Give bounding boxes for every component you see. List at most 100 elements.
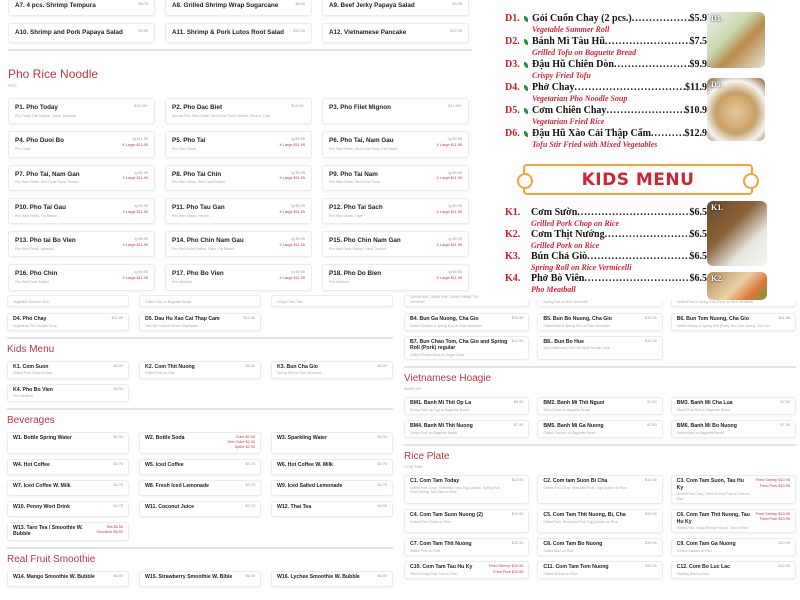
menu-card[interactable]: A11. Shrimp & Pork Lutos Root Salad $12.9… [165,23,312,43]
menu-card[interactable]: BM4. Banh Mi Thit Nuong Grilled Pork on B… [404,420,530,439]
menu-card[interactable]: P18. Pho Do Bien Pho Seafood lg $9.95 X Lar… [322,264,469,291]
menu-card[interactable]: P8. Pho Tai Chin Pho Rare Steak, Well Don… [165,164,312,191]
menu-card[interactable]: P14. Pho Chin Nam Gau Pho Well Done Brisk… [165,231,312,258]
menu-card[interactable]: Grilled Tofu on Baguette Bread [139,295,261,307]
menu-card[interactable]: W16. Lychee Smoothie W. Bubble $6.50 [271,570,393,587]
item-price: X Large $11.95 [279,176,305,181]
item-prices: $12.95 [641,339,657,357]
menu-card[interactable]: W10. Penny Wort Drink $4.75 [7,500,129,517]
menu-card[interactable]: C6. Com Tam Thit Nuong, Tau Hu Ky Grilled… [670,509,796,534]
menu-card[interactable]: W6. Hot Coffee W. Milk $4.75 [271,458,393,475]
menu-card[interactable]: P1. Pho Today Pho Today Filet Mignon, Ste… [8,98,155,125]
menu-card[interactable]: C11. Com Tam Tom Nuong Grilled Shrimp on … [537,561,663,580]
item-price: $6.50 [113,573,123,578]
card-text: BM1. Banh Mi Thit Op La Sunny Side Up Egg… [410,400,510,412]
menu-card[interactable]: C8. Com Tam Bo Nuong Grilled Beef on Rice… [537,538,663,557]
menu-card[interactable]: W9. Iced Salted Lemonade $4.75 [271,479,393,496]
menu-card[interactable]: C7. Com Tam Thit Nuong Grilled Pork on Ri… [404,538,530,557]
menu-card[interactable]: C9. Com Tam Ga Nuong Grilled Chicken on R… [670,538,796,557]
menu-card[interactable]: P9. Pho Tai Nam Pho Rare Steak, Well Done… [322,164,469,191]
menu-card[interactable]: C1. Com Tam Today Grilled Pork Chop, Shre… [404,475,530,505]
item-price: $12.95 [243,316,255,320]
menu-card[interactable]: C4. Com Tam Suon Nuong (2) Grilled Pork C… [404,509,530,534]
item-description: Pho Oxtail [15,147,31,152]
menu-card[interactable]: P2. Pho Dac Biet Special Pho, Rare Steak,… [165,98,312,125]
menu-card[interactable]: C2. Com tam Suon Bi Cha Grilled Pork Chop… [537,475,663,505]
menu-card[interactable]: W11. Coconut Juice $4.75 [139,500,261,517]
menu-card[interactable]: P16. Pho Chin Pho Well Done Brisket lg $9.… [8,264,155,291]
menu-card[interactable]: B7. Bun Chao Tom, Cha Gio and Spring Rol… [404,335,530,361]
menu-card[interactable]: K1. Com Suon Grilled Pork Chop on Rice $6.… [7,360,129,379]
menu-card[interactable]: BM5. Banh Mi Ga Nuong Grilled Chicken on … [537,420,663,439]
menu-card[interactable]: B8.. Bun Bo Hue Spicy Beef and Pork Hue S… [537,335,663,361]
menu-card[interactable]: B5. Bun Bo Nuong, Cha Gio Grilled Beef & … [537,313,663,331]
card-text: P8. Pho Tai Chin Pho Rare Steak, Well Don… [172,171,275,185]
menu-card[interactable]: P6. Pho Tai, Nam Gau Pho Rare Steak, Well… [322,131,469,158]
item-prices: $7.50 [510,423,524,435]
menu-card[interactable]: W3. Sparkling Water $3.00 [271,431,393,454]
item-name: P4. Pho Duoi Bo [15,137,64,145]
menu-card[interactable]: W1. Bottle Spring Water $1.50 [7,431,129,454]
menu-card[interactable]: A9. Beef Jerky Papaya Salad $9.95 [322,0,469,16]
menu-card[interactable]: D5. Dau Hu Xao Cai Thap Cam Tofu Stir Fri… [139,313,261,331]
menu-card[interactable]: Vegetable Summer Roll [7,295,129,307]
item-name: W16. Lychee Smoothie W. Bubble [277,573,360,580]
menu-card[interactable]: P15. Pho Chin Nam Gan Pho Well Done Brisk… [322,231,469,258]
item-prices: lg $9.95 X Large $11.95 [432,270,462,284]
menu-card[interactable]: P13. Pho tai Bo Vien Pho Rare Steak, Meat… [8,231,155,258]
item-price: $6.50 [377,363,387,368]
menu-card[interactable]: BM6. Banh Mi Bo Nuong Grilled Beef on Bag… [670,420,796,439]
menu-card[interactable]: P11. Pho Tau Gan Pho Rare Steak, Tendon lg… [165,197,312,225]
menu-card[interactable]: B4. Bun Ga Nuong, Cha Gio Grilled Chicken… [404,313,530,331]
menu-card[interactable]: C10. Com Tam Tau Hu Ky Fried Shrimp Pork … [404,561,530,580]
menu-card[interactable]: W7. Iced Coffee W. Milk $4.75 [7,479,129,496]
item-prices: $10.95 [508,541,524,553]
menu-card[interactable]: P5. Pho Tai Pho Rare Steak lg $9.95 X Large… [165,131,312,158]
menu-card[interactable]: K4. Pho Bo Vien Pho Meatball $6.50 [7,383,129,402]
item-price: $12.95 [684,128,713,139]
menu-card[interactable]: W12. Thai Tea $4.95 [271,500,393,517]
menu-card[interactable]: C3. Com Tam Suon, Tau Hu Ky Grilled Pork … [670,475,796,505]
menu-card[interactable]: W14. Mango Smoothie W. Bubble $6.50 [7,570,129,587]
item-price: lg $9.95 [448,237,462,242]
menu-card[interactable]: K3. Bun Cha Gio Spring Roll on Rice Vermi… [271,360,393,379]
menu-card[interactable]: W8. Fresh Iced Lemonade $4.75 [139,479,261,496]
menu-card[interactable]: BM3. Banh Mi Cha Lua Sliced Pork Roll on … [670,397,796,416]
menu-card[interactable]: P3. Pho Filet Mignon $13.95+ [322,98,469,125]
menu-card[interactable]: P12. Pho Tai Sach Pho Rare Steak, Tripe lg… [322,197,469,225]
menu-card[interactable]: C12. Com Bo Luc Lac Shaking Beef on Rice $… [670,561,796,580]
item-name: K2. Com Thit Nuong [145,363,195,370]
item-name: Đậu Hũ Chiên Dòn [532,59,614,70]
menu-card[interactable]: W15. Strawberry Smoothie W. Bible $6.50 [139,570,261,587]
vegetarian-leaf-icon [524,16,528,22]
menu-card[interactable]: BM2. Banh Mi Thit Nguoi Sliced Meat on Ba… [537,397,663,416]
item-prices: lg $9.95 X Large $11.95 [275,237,305,251]
menu-card[interactable]: D4. Pho Chay Vegetarian Pho Noodle Soup $1… [7,313,129,331]
menu-card[interactable]: A12. Vietnamese Pancake $12.95 [322,23,469,43]
menu-card[interactable]: W13. Taro Tea / Smoothie W. Bubble Tea $6… [7,521,129,541]
menu-card[interactable]: A10. Shrimp and Pork Papaya Salad $9.95 [8,23,155,43]
card-text: C12. Com Bo Luc Lac Shaking Beef on Rice [677,564,775,576]
item-price: $4.75 [113,482,123,487]
menu-card[interactable]: BM1. Banh Mi Thit Op La Sunny Side Up Egg… [404,397,530,416]
menu-card[interactable]: B6. Bun Tom Nuong, Cha Gio Grilled Shrimp… [670,313,796,331]
food-photo: K2. [707,272,767,300]
menu-card[interactable]: W2. Bottle Soda Coke $2.00 Diet Coke $2.00… [139,431,261,454]
item-price: Fried Shrimp $10.95 [488,564,524,569]
item-description: Grilled Shrimp on Rice [543,571,578,576]
menu-card[interactable]: P7. Pho Tai, Nam Gan Pho Rare Steak, Well… [8,164,155,191]
card-text: P2. Pho Dac Biet Special Pho, Rare Steak,… [172,104,287,118]
menu-card[interactable]: W4. Hot Coffee $3.75 [7,458,129,475]
menu-card[interactable]: Crispy Fried Tofu [271,295,393,307]
menu-card[interactable]: P17. Pho Bo Vien Pho Meatball lg $9.95 X La… [165,264,312,291]
item-code: D2. [505,36,520,47]
menu-card[interactable]: P4. Pho Duoi Bo Pho Oxtail lg $11.95 X Larg… [8,131,155,158]
menu-card[interactable]: W5. Iced Coffee $3.75 [139,458,261,475]
item-prices: $6.50 [373,364,387,376]
menu-card[interactable]: P10. Pho Tai Gau Pho Rare Steak, Fat Bris… [8,197,155,225]
menu-card[interactable]: A7. 4 pcs. Shrimp Tempura $8.75 [8,0,155,16]
menu-card[interactable]: A8. Grilled Shrimp Wrap Sugarcane $8.95 [165,0,312,16]
item-description: Sliced Meat on Baguette Bread [543,407,591,412]
menu-card[interactable]: C5. Com Tam Thit Nuong, Bi, Cha Grilled P… [537,509,663,534]
menu-card[interactable]: K2. Com Thit Nuong Grilled Pork on Rice $6… [139,360,261,379]
